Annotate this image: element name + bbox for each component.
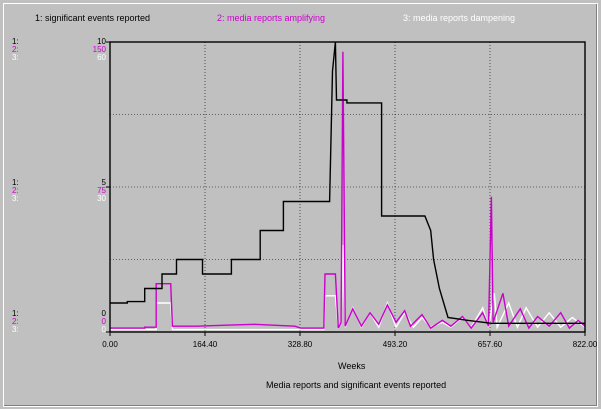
y-tick-label-series-1: 0	[101, 309, 106, 318]
y-tick-label-series-3: 30	[97, 194, 106, 203]
y-tick-label-series-2: 75	[97, 186, 106, 195]
y-axis-prefix-series-2: 2:	[12, 186, 19, 195]
x-axis-label: Weeks	[338, 361, 366, 371]
y-tick-label-series-2: 0	[101, 317, 106, 326]
chart-title: Media reports and significant events rep…	[266, 380, 447, 390]
y-axis-prefix-series-2: 2:	[12, 317, 19, 326]
x-tick-label: 0.00	[102, 340, 118, 349]
graph-window-frame	[3, 3, 598, 407]
y-tick-label-series-1: 10	[97, 37, 106, 46]
y-tick-label-series-1: 5	[101, 178, 106, 187]
series-line-3	[110, 244, 586, 331]
y-tick-label-series-3: 60	[97, 53, 106, 62]
legend-entry-series-2: 2: media reports amplifying	[217, 13, 326, 23]
y-axis-prefix-series-3: 3:	[12, 325, 19, 334]
series-line-1	[110, 41, 585, 324]
legend-entry-series-3: 3: media reports dampening	[403, 13, 516, 23]
x-tick-label: 493.20	[382, 340, 408, 349]
x-tick-label: 164.40	[192, 340, 218, 349]
y-axis-prefix-series-3: 3:	[12, 53, 19, 62]
x-tick-label: 657.60	[477, 340, 503, 349]
y-axis-prefix-series-3: 3:	[12, 194, 19, 203]
y-axis-prefix-series-1: 1:	[12, 178, 19, 187]
y-axis-prefix-series-1: 1:	[12, 309, 19, 318]
legend-entry-series-1: 1: significant events reported	[35, 13, 151, 23]
y-axis-prefix-series-2: 2:	[12, 45, 19, 54]
y-tick-label-series-2: 150	[92, 45, 106, 54]
y-tick-label-series-3: 0	[101, 325, 106, 334]
x-tick-label: 328.80	[287, 340, 313, 349]
y-axis-prefix-series-1: 1:	[12, 37, 19, 46]
x-tick-label: 822.00	[572, 340, 598, 349]
